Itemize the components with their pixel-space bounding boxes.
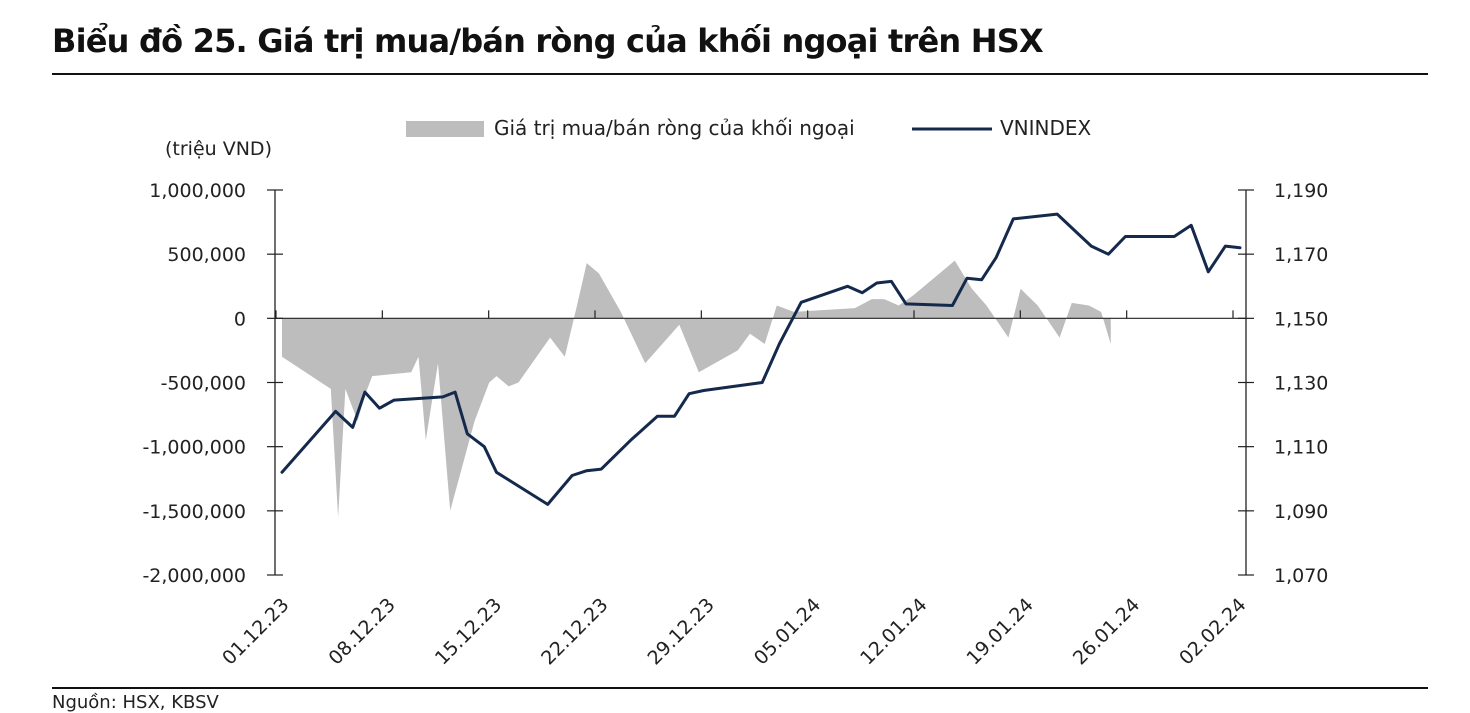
left-y-unit-label: (triệu VND): [165, 138, 272, 160]
vnindex-line-layer: [280, 212, 1242, 506]
x-tick-label: 08.12.23: [324, 594, 399, 669]
right-y-tick-label: 1,110: [1274, 437, 1328, 459]
right-y-tick-label: 1,170: [1274, 244, 1328, 266]
right-y-tick-label: 1,150: [1274, 308, 1328, 330]
net-value-area-layer: [282, 260, 1111, 518]
left-y-tick-label: -500,000: [161, 373, 246, 395]
x-tick-label: 29.12.23: [643, 594, 718, 669]
source-rule: [52, 687, 1428, 689]
legend-line-label: VNINDEX: [1000, 116, 1092, 140]
title-rule: [52, 73, 1428, 75]
left-y-tick-label: 0: [234, 308, 246, 330]
x-tick-label: 12.01.24: [856, 594, 931, 669]
x-tick-label: 19.01.24: [962, 594, 1037, 669]
x-tick-label: 01.12.23: [218, 594, 293, 669]
right-y-tick-label: 1,190: [1274, 180, 1328, 202]
x-tick-label: 26.01.24: [1069, 594, 1144, 669]
left-y-tick-label: -1,500,000: [142, 501, 246, 523]
left-y-tick-label: -2,000,000: [142, 565, 246, 587]
x-tick-label: 05.01.24: [750, 594, 825, 669]
right-y-tick-label: 1,130: [1274, 373, 1328, 395]
chart-title: Biểu đồ 25. Giá trị mua/bán ròng của khố…: [52, 22, 1044, 60]
left-y-tick-label: -1,000,000: [142, 437, 246, 459]
x-tick-label: 22.12.23: [537, 594, 612, 669]
x-tick-label: 15.12.23: [431, 594, 506, 669]
vnindex-line: [280, 212, 1242, 506]
right-y-tick-label: 1,070: [1274, 565, 1328, 587]
source-note: Nguồn: HSX, KBSV: [52, 692, 219, 713]
axes-layer: 1,000,000 500,000 0 -500,000 -1,000,000 -1,50…: [142, 138, 1328, 669]
right-y-tick-label: 1,090: [1274, 501, 1328, 523]
legend-area-label: Giá trị mua/bán ròng của khối ngoại: [494, 116, 855, 140]
x-tick-label: 02.02.24: [1175, 594, 1250, 669]
net-value-area: [282, 260, 1111, 518]
legend-area-swatch: [406, 121, 484, 137]
legend: Giá trị mua/bán ròng của khối ngoại VNIND…: [406, 116, 1092, 140]
left-y-tick-label: 500,000: [167, 244, 246, 266]
left-y-tick-label: 1,000,000: [149, 180, 246, 202]
